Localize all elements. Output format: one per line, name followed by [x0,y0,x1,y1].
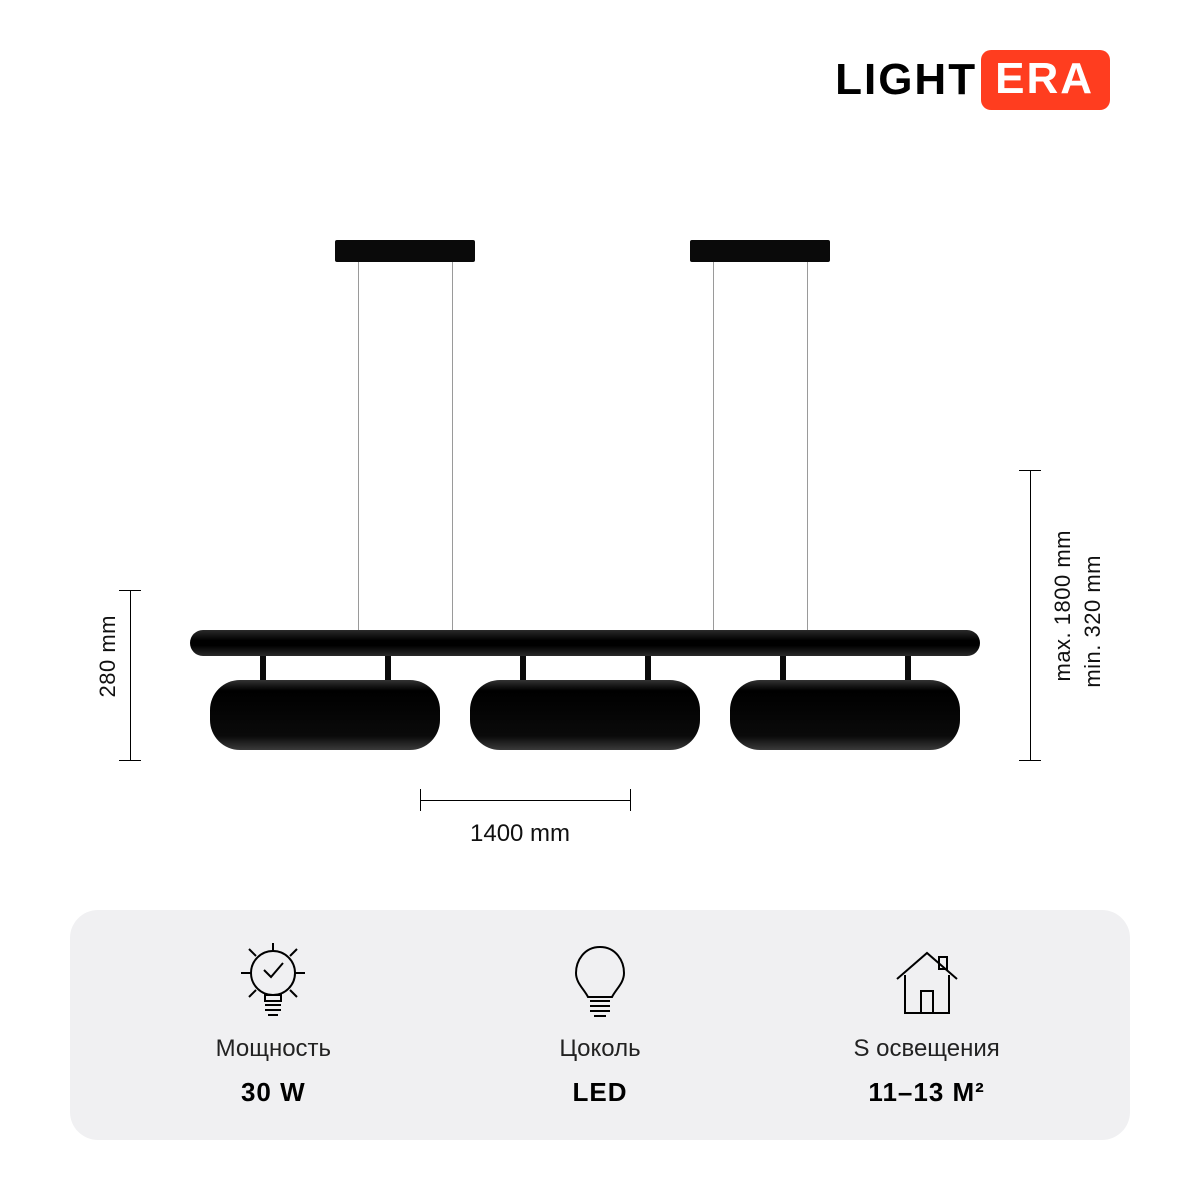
dim-line [420,800,630,801]
lamp-shade [730,680,960,750]
dim-height-min: min. 320 mm [1080,555,1106,688]
suspension-wire [452,262,453,632]
dim-width: 1400 mm [470,820,570,848]
suspension-wire [807,262,808,632]
lamp-stem [645,656,651,682]
lamp-stem [260,656,266,682]
dim-cap [1019,470,1041,471]
suspension-wire [358,262,359,632]
lamp-shade [470,680,700,750]
dim-cap [119,760,141,761]
dim-cap [119,590,141,591]
dim-cap [1019,760,1041,761]
spec-socket: Цоколь LED [438,943,761,1108]
lamp-shade [210,680,440,750]
brand-part1: LIGHT [835,55,977,105]
lamp-stem [905,656,911,682]
spec-value: LED [572,1077,627,1108]
ceiling-mount [690,240,830,262]
product-diagram: 280 mm 1400 mm max. 1800 mm min. 320 mm [0,160,1200,880]
spec-label: Мощность [216,1035,331,1063]
bulb-check-icon [233,943,313,1021]
house-icon [887,943,967,1021]
spec-area: S освещения 11–13 M² [765,943,1088,1108]
lamp-stem [520,656,526,682]
suspension-wire [713,262,714,632]
spec-label: S освещения [853,1035,999,1063]
spec-value: 30 W [241,1077,306,1108]
brand-part2: ERA [981,50,1110,110]
spec-panel: Мощность 30 W Цоколь LED S освещения [70,910,1130,1140]
dim-line [130,590,131,760]
spec-value: 11–13 M² [868,1077,984,1108]
dim-height-left: 280 mm [95,615,121,697]
dim-line [1030,470,1031,760]
spec-label: Цоколь [559,1035,640,1063]
lamp-stem [385,656,391,682]
spec-power: Мощность 30 W [112,943,435,1108]
ceiling-mount [335,240,475,262]
bulb-icon [570,943,630,1021]
dim-height-max: max. 1800 mm [1050,530,1076,682]
brand-logo: LIGHT ERA [835,50,1110,110]
dim-cap [630,789,631,811]
lamp-bar [190,630,980,656]
dim-cap [420,789,421,811]
lamp-stem [780,656,786,682]
